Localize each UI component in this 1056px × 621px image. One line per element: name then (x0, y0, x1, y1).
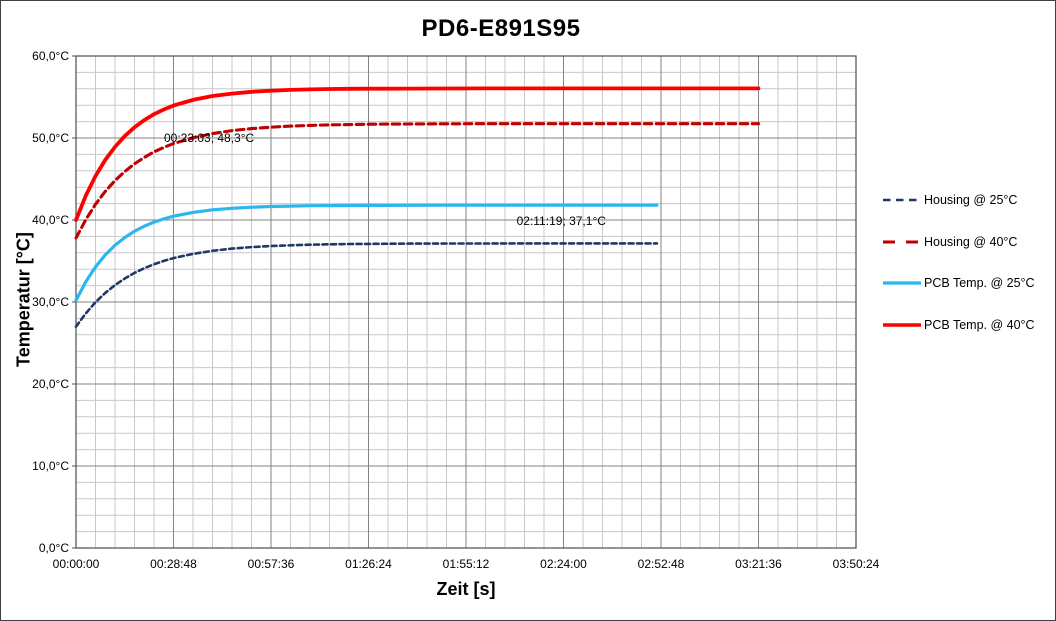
x-tick-label: 00:57:36 (247, 557, 295, 571)
legend-line-sample (883, 281, 921, 285)
y-tick-label: 20,0°C (32, 377, 69, 391)
x-tick-label: 02:24:00 (540, 557, 587, 571)
y-tick-label: 0,0°C (38, 541, 69, 555)
legend-line-sample (883, 239, 921, 244)
chart-title: PD6-E891S95 (421, 15, 581, 42)
data-point-annotation: 00:23:03; 48,3°C (164, 130, 255, 145)
x-tick-label: 01:26:24 (345, 557, 392, 571)
legend-item-housing-25-c: Housing @ 25°C (883, 192, 1017, 208)
y-tick-label: 60,0°C (32, 49, 69, 63)
x-axis-title: Zeit [s] (436, 579, 496, 599)
plot-border (75, 55, 857, 549)
series-line-housing-25-c (74, 242, 659, 328)
x-tick-label: 01:55:12 (442, 557, 490, 571)
y-tick-label: 50,0°C (32, 131, 69, 145)
x-tick-label: 00:28:48 (150, 557, 197, 571)
x-tick-label: 00:00:00 (52, 557, 100, 571)
data-point-annotation: 02:11:19; 37,1°C (516, 213, 606, 228)
series-line-pcb-temp-25-c (74, 203, 659, 302)
series-line-housing-40-c (74, 122, 761, 240)
x-tick-label: 02:52:48 (637, 557, 685, 571)
legend-item-pcb-temp-40-c: PCB Temp. @ 40°C (883, 317, 1035, 333)
y-tick-label: 40,0°C (32, 213, 69, 227)
legend-label: PCB Temp. @ 25°C (924, 276, 1035, 290)
legend-item-housing-40-c: Housing @ 40°C (883, 234, 1017, 250)
legend-item-pcb-temp-25-c: PCB Temp. @ 25°C (883, 275, 1035, 291)
x-tick-label: 03:21:36 (735, 557, 782, 571)
y-tick-label: 10,0°C (32, 459, 69, 473)
legend-label: Housing @ 40°C (924, 234, 1018, 249)
x-tick-label: 03:50:24 (832, 557, 880, 571)
series-line-pcb-temp-40-c (74, 86, 761, 222)
y-tick-label: 30,0°C (32, 295, 69, 309)
legend-label: Housing @ 25°C (924, 193, 1018, 207)
legend-line-sample (883, 322, 921, 327)
legend-label: PCB Temp. @ 40°C (924, 317, 1035, 332)
legend-line-sample (883, 198, 921, 202)
